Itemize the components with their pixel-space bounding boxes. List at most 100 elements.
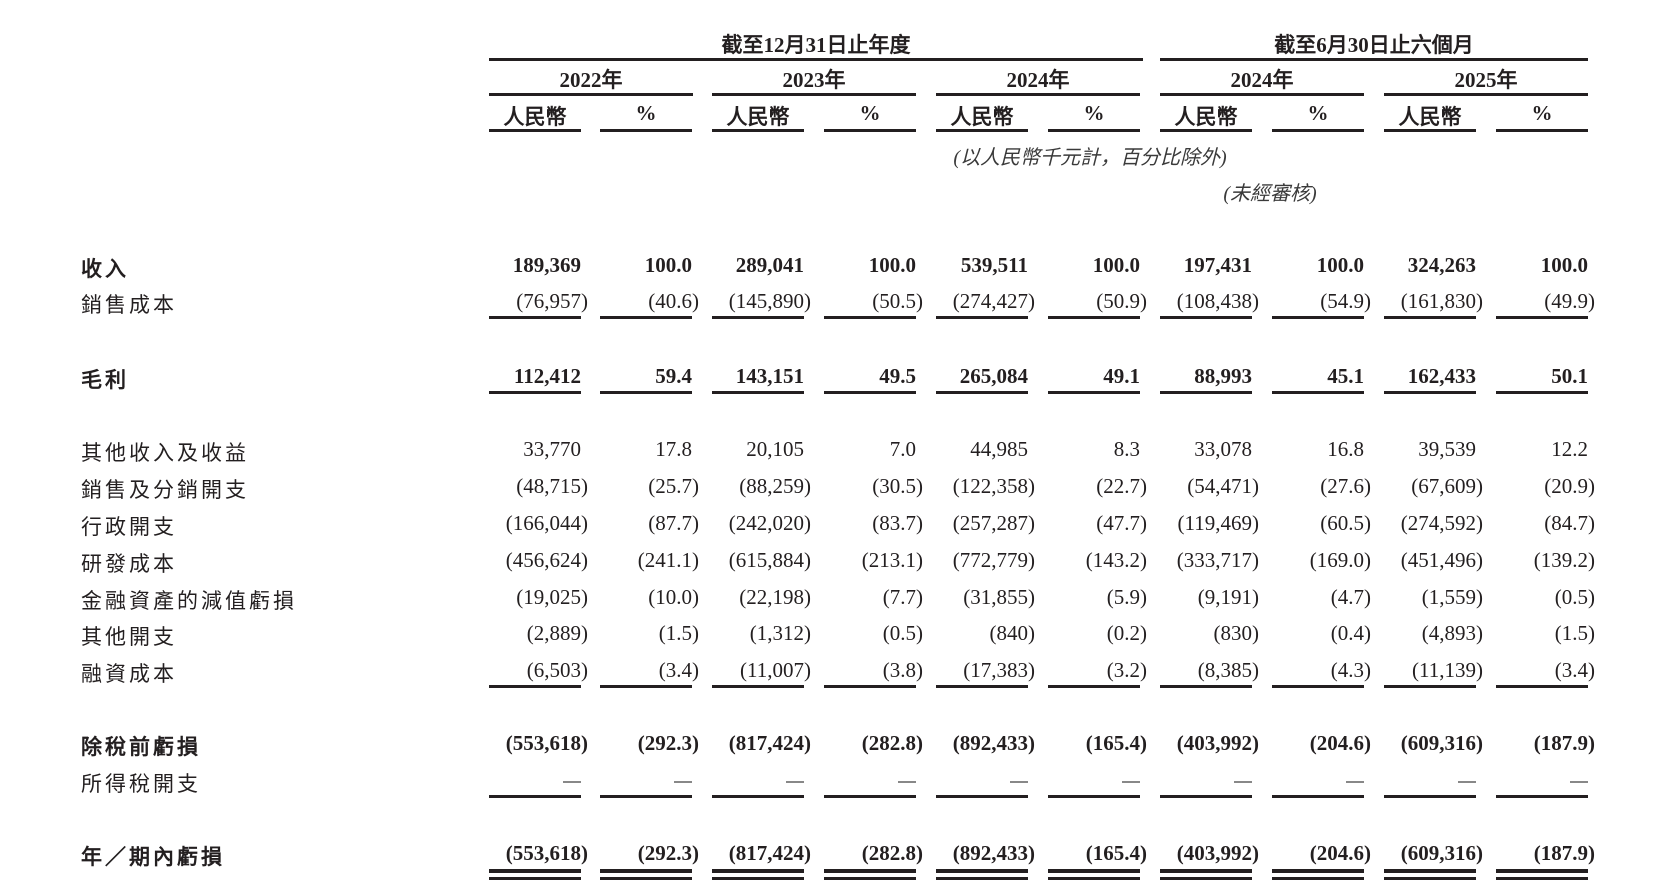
cell-value: (54.9) (1320, 289, 1371, 313)
percent-header: % (1531, 101, 1553, 125)
amount-cell: (4,893) (1384, 621, 1483, 646)
row-label: 金融資產的減值虧損 (81, 589, 297, 613)
percent-cell: (5.9) (1048, 585, 1147, 610)
cell-value: 88,993 (1194, 364, 1252, 388)
cell-value: 143,151 (735, 364, 804, 388)
amount-cell: 33,078 (1160, 437, 1252, 462)
subtotal-underline (600, 391, 692, 394)
subtotal-underline (1272, 391, 1364, 394)
subtotal-underline (1272, 685, 1364, 688)
cell-value: (0.2) (1106, 621, 1147, 645)
cell-value: (84.7) (1544, 511, 1595, 535)
percent-cell (1496, 768, 1588, 793)
amount-cell: 143,151 (712, 364, 804, 389)
amount-cell: (451,496) (1384, 548, 1483, 573)
percent-cell: (169.0) (1272, 548, 1371, 573)
percent-cell: (50.5) (824, 289, 923, 314)
cell-value (563, 781, 581, 784)
amount-cell: 289,041 (712, 253, 804, 278)
cell-value: 100.0 (868, 253, 916, 277)
amount-cell: (403,992) (1160, 841, 1259, 866)
percent-cell: (84.7) (1496, 511, 1595, 536)
cell-value: (87.7) (648, 511, 699, 535)
total-double-underline (1384, 877, 1476, 880)
cell-value: (25.7) (648, 474, 699, 498)
total-double-underline (1272, 869, 1364, 873)
subtotal-underline (712, 795, 804, 798)
amount-cell: (772,779) (936, 548, 1035, 573)
cell-value: 33,770 (523, 437, 581, 461)
cell-value: (0.5) (1554, 585, 1595, 609)
row-label: 研發成本 (81, 552, 177, 576)
cell-value: (241.1) (637, 548, 699, 572)
cell-value: 189,369 (512, 253, 581, 277)
divider (1272, 129, 1364, 132)
subtotal-underline (1384, 685, 1476, 688)
cell-value: (31,855) (963, 585, 1035, 609)
cell-value: (161,830) (1400, 289, 1483, 313)
cell-value: (165.4) (1085, 731, 1147, 755)
amount-cell: (6,503) (489, 658, 588, 683)
cell-value: (609,316) (1400, 731, 1483, 755)
percent-cell: (204.6) (1272, 841, 1371, 866)
amount-cell: (122,358) (936, 474, 1035, 499)
cell-value (1122, 781, 1140, 784)
amount-cell: (333,717) (1160, 548, 1259, 573)
cell-value: (403,992) (1176, 731, 1259, 755)
percent-cell: (3.2) (1048, 658, 1147, 683)
divider (936, 93, 1140, 96)
percent-cell: (187.9) (1496, 841, 1595, 866)
total-double-underline (1496, 869, 1588, 873)
percent-cell: (213.1) (824, 548, 923, 573)
percent-cell: (4.3) (1272, 658, 1371, 683)
cell-value: 112,412 (513, 364, 581, 388)
amount-cell: (161,830) (1384, 289, 1483, 314)
amount-cell: 162,433 (1384, 364, 1476, 389)
cell-value: (10.0) (648, 585, 699, 609)
amount-cell: (76,957) (489, 289, 588, 314)
cell-value: 162,433 (1407, 364, 1476, 388)
row-label: 除稅前虧損 (81, 735, 201, 759)
subtotal-underline (600, 795, 692, 798)
divider (1160, 93, 1364, 96)
amount-cell: 265,084 (936, 364, 1028, 389)
percent-cell (824, 768, 916, 793)
cell-value: (11,139) (1412, 658, 1483, 682)
percent-cell: 100.0 (1496, 253, 1588, 278)
cell-value: (772,779) (952, 548, 1035, 572)
cell-value: (119,469) (1177, 511, 1259, 535)
amount-cell: (22,198) (712, 585, 811, 610)
cell-value: (204.6) (1309, 731, 1371, 755)
amount-cell: (456,624) (489, 548, 588, 573)
cell-value: (3.4) (1554, 658, 1595, 682)
cell-value: (17,383) (963, 658, 1035, 682)
cell-value (1458, 781, 1476, 784)
cell-value: (3.8) (882, 658, 923, 682)
percent-cell: (282.8) (824, 841, 923, 866)
percent-cell: (165.4) (1048, 731, 1147, 756)
subtotal-underline (1272, 795, 1364, 798)
divider (1496, 129, 1588, 132)
subtotal-underline (1048, 795, 1140, 798)
cell-value: (274,427) (952, 289, 1035, 313)
percent-cell: (3.4) (1496, 658, 1595, 683)
cell-value: (3.4) (658, 658, 699, 682)
subtotal-underline (1272, 316, 1364, 319)
amount-cell: (11,139) (1384, 658, 1483, 683)
cell-value: (22.7) (1096, 474, 1147, 498)
percent-cell: 50.1 (1496, 364, 1588, 389)
percent-cell: (22.7) (1048, 474, 1147, 499)
percent-cell: (143.2) (1048, 548, 1147, 573)
cell-value: (4,893) (1421, 621, 1483, 645)
total-double-underline (1160, 869, 1252, 873)
cell-value: (830) (1213, 621, 1260, 645)
cell-value: 100.0 (1316, 253, 1364, 277)
percent-cell: (10.0) (600, 585, 699, 610)
percent-header: % (859, 101, 881, 125)
cell-value: 8.3 (1113, 437, 1140, 461)
percent-cell: (83.7) (824, 511, 923, 536)
amount-cell: (9,191) (1160, 585, 1259, 610)
currency-header: 人民幣 (950, 105, 1014, 129)
percent-cell: (3.4) (600, 658, 699, 683)
amount-cell: (840) (936, 621, 1036, 646)
